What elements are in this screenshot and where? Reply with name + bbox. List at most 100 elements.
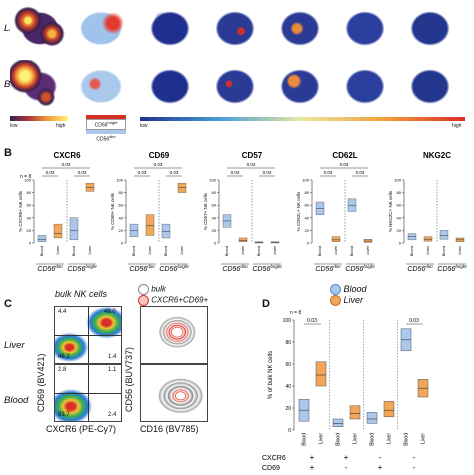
chart-cd57: CD57 % CD57+ NK cells 0 20 40 60 80 100 Blood Liv… <box>203 151 282 273</box>
tissue-label: Liver <box>147 245 152 254</box>
marker-scale-bar <box>140 117 465 121</box>
tissue-label: Blood <box>224 246 229 256</box>
cxcr6-cd69-legend-swatch <box>138 295 149 306</box>
panel-d-box <box>332 418 344 427</box>
y-tick-label: 100 <box>24 178 31 183</box>
chart-ylabel: % CD57+ NK cells <box>203 192 208 230</box>
panel-d-sig-last: 0.03 <box>409 318 419 324</box>
sig-left: 0.03 <box>46 170 55 175</box>
group-label: CD56bright <box>345 264 375 273</box>
sig-left: 0.03 <box>138 170 147 175</box>
y-tick-label: 60 <box>305 203 310 208</box>
panel-c-title: bulk NK cells <box>55 289 108 299</box>
sig-right: 0.03 <box>356 170 365 175</box>
flow-right-y-axis: CD56 (BUV737) <box>124 346 134 412</box>
tissue-label: Liver <box>457 245 462 254</box>
cd56-dim-label: CD56 <box>96 136 110 143</box>
flow-plot-blood-right <box>140 364 208 422</box>
y-tick-label: 80 <box>119 190 124 195</box>
panel-d-cxcr6-sign: + <box>310 453 315 462</box>
tissue-label: Blood <box>39 246 44 256</box>
y-tick-label: 40 <box>305 215 310 220</box>
box <box>331 236 341 242</box>
box <box>161 223 171 239</box>
y-tick-label: 0 <box>29 241 32 246</box>
y-tick-label: 40 <box>397 215 402 220</box>
tissue-label: Liver <box>55 245 60 254</box>
tsne-marker4-liver <box>335 2 395 55</box>
panel-c-row-label-blood: Blood <box>4 395 29 406</box>
panel-d-cxcr6-sign: - <box>379 453 382 462</box>
y-tick-label: 0 <box>121 241 124 246</box>
flow-plot-liver-left <box>54 306 122 364</box>
chart-title: CD57 <box>242 151 263 160</box>
tissue-label: Liver <box>425 245 430 254</box>
blood-q4: 2.4 <box>108 412 117 418</box>
cxcr6-cd69-legend-label: CXCR6+CD69+ <box>151 295 209 305</box>
density-scale-low: low <box>10 123 18 129</box>
box <box>145 214 155 236</box>
y-tick-label: 20 <box>119 228 124 233</box>
panel-d-cd69-sign: + <box>310 463 315 472</box>
y-tick-label: 80 <box>27 190 32 195</box>
sig-right: 0.03 <box>263 170 272 175</box>
flow-left-x-axis: CXCR6 (PE-Cy7) <box>46 424 117 434</box>
y-tick-label: 40 <box>212 215 217 220</box>
chart-nkg2c: NKG2C % NKG2C+ NK cells 0 20 40 60 80 100 Blood L… <box>388 151 467 273</box>
panel-d-tissue-label: Liver <box>421 433 427 444</box>
chart-title: CD69 <box>149 151 170 160</box>
tsne-marker3-liver <box>270 2 330 55</box>
chart-cxcr6: CXCR6 % CXCR6+ NK cells 0 20 40 60 80 100 Blood L… <box>18 151 97 273</box>
group-label: CD56bright <box>437 264 467 273</box>
sig-left: 0.03 <box>231 170 240 175</box>
liver-q4: 1.4 <box>108 354 117 360</box>
panel-d-tissue-label: Blood <box>404 433 410 446</box>
chart-cd62l: CD62L % CD62L+ NK cells 0 20 40 60 80 100 Blood L… <box>296 151 375 273</box>
blood-q1: 2.8 <box>58 367 67 373</box>
y-tick-label: 0 <box>214 241 217 246</box>
panel-d-y-tick-label: 40 <box>285 384 291 390</box>
y-tick-label: 80 <box>397 190 402 195</box>
tissue-label: Liver <box>272 245 277 254</box>
tsne-density-liver <box>10 2 70 55</box>
sig-top: 0.03 <box>340 162 349 167</box>
liver-q2: 48.0 <box>104 309 116 315</box>
group-label: CD56dim <box>129 264 154 273</box>
panel-d-cd69-sign: + <box>378 463 383 472</box>
box <box>85 182 95 192</box>
panel-d-legend: Blood Liver <box>330 284 367 307</box>
box <box>177 182 187 193</box>
panel-d-tissue-label: Blood <box>336 433 342 446</box>
flow-plot-liver-right <box>140 306 208 364</box>
tsne-marker1-blood <box>140 60 200 113</box>
panel-d-box <box>315 361 327 387</box>
panel-d-box <box>349 405 361 420</box>
liver-legend-swatch <box>330 295 341 307</box>
y-tick-label: 100 <box>116 178 123 183</box>
cd56-bright-sup: bright <box>107 120 118 125</box>
chart-ylabel: % NKG2C+ NK cells <box>388 190 393 232</box>
box <box>238 237 248 242</box>
y-tick-label: 40 <box>119 215 124 220</box>
y-tick-label: 100 <box>302 178 309 183</box>
panel-d-cxcr6-label: CXCR6 <box>262 455 286 462</box>
panel-d-cd69-label: CD69 <box>262 465 280 472</box>
tsne-marker5-blood <box>400 60 460 113</box>
y-tick-label: 0 <box>399 241 402 246</box>
liver-q1: 4.4 <box>58 309 67 315</box>
tissue-label: Blood <box>256 246 261 256</box>
sig-top: 0.03 <box>154 162 163 167</box>
y-tick-label: 60 <box>212 203 217 208</box>
blood-legend-swatch <box>330 284 341 296</box>
cd56-legend: CD56bright CD56dim <box>86 115 126 142</box>
tsne-cd56-blood <box>74 60 134 113</box>
chart-title: NKG2C <box>423 151 451 160</box>
y-tick-label: 80 <box>305 190 310 195</box>
liver-q3: 46.2 <box>58 354 70 360</box>
panel-d-chart: % of bulk NK cells 0 20 40 60 80 100 Blood Liver… <box>262 318 429 472</box>
sig-top: 0.03 <box>62 162 71 167</box>
panel-c-legend: bulk CXCR6+CD69+ <box>138 284 208 306</box>
chart-title: CXCR6 <box>53 151 81 160</box>
tissue-label: Blood <box>349 246 354 256</box>
tissue-label: Blood <box>131 246 136 256</box>
